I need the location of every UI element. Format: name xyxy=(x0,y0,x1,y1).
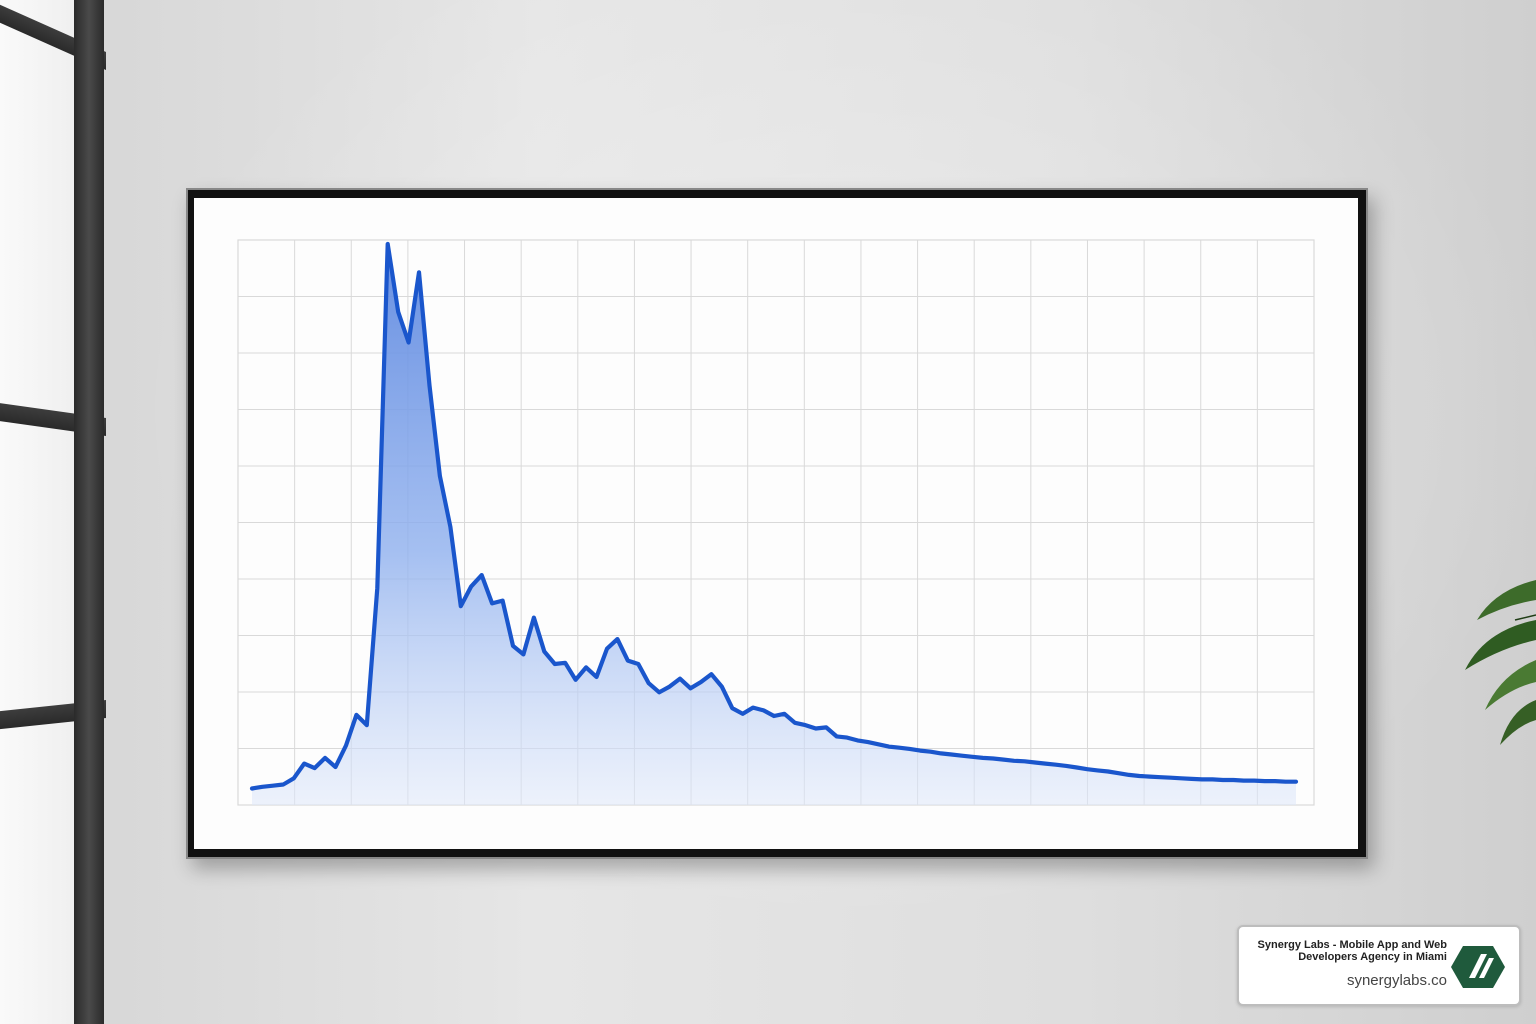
series-line xyxy=(249,241,1299,791)
picture-frame xyxy=(186,188,1368,859)
area-fill xyxy=(252,244,1296,805)
badge-title: Synergy Labs - Mobile App and Web Develo… xyxy=(1257,939,1447,963)
synergy-labs-logo-icon xyxy=(1451,946,1505,988)
badge-url[interactable]: synergylabs.co xyxy=(1346,972,1447,989)
window-light xyxy=(0,0,78,1024)
chart-canvas xyxy=(194,198,1358,849)
chart-marks xyxy=(249,241,1299,805)
area-chart xyxy=(237,239,1315,806)
synergy-labs-badge[interactable]: Synergy Labs - Mobile App and Web Develo… xyxy=(1237,925,1521,1006)
plant-leaves xyxy=(1465,580,1536,745)
window-post xyxy=(74,0,104,1024)
